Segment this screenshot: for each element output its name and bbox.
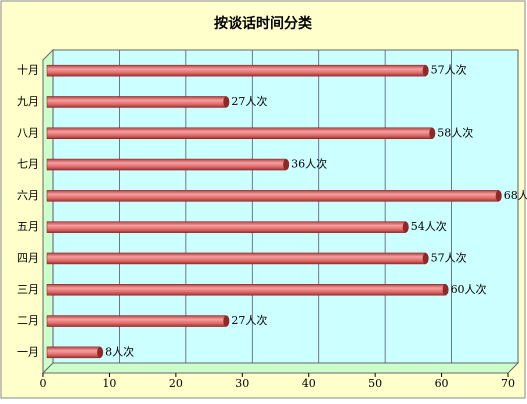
bar [46,346,101,359]
value-label: 68人次 [504,188,527,202]
bar-cap [495,190,502,202]
y-tick-label: 十月 [17,63,39,77]
bar [46,284,446,296]
bar-cap [223,315,230,327]
y-tick-label: 三月 [17,283,39,296]
x-tick-label: 40 [302,377,316,390]
bar-cap [223,96,230,108]
value-label: 54人次 [411,219,447,233]
x-tick-label: 30 [235,377,249,390]
x-tick-label: 0 [40,377,47,390]
bar [46,96,227,108]
y-tick-label: 六月 [17,189,39,202]
bar-cap [283,159,290,171]
x-tick-label: 60 [435,377,449,390]
x-tick-label: 10 [102,377,116,390]
value-label: 27人次 [231,94,267,108]
y-tick-label: 一月 [17,345,39,358]
x-tick-label: 50 [368,377,382,390]
bar [46,190,499,202]
value-label: 57人次 [431,63,467,77]
x-tick-label: 70 [501,377,515,390]
y-tick-label: 八月 [17,126,39,139]
bar-cap [97,346,104,358]
bar [46,158,287,171]
value-label: 8人次 [105,344,134,358]
value-label: 60人次 [451,282,487,296]
y-tick-label: 七月 [17,158,39,171]
value-label: 57人次 [431,250,467,264]
value-label: 36人次 [291,157,327,171]
floor [41,362,520,374]
bar-cap [402,221,409,233]
y-tick-label: 五月 [17,220,39,233]
bar [46,127,433,139]
bar [46,252,426,265]
bar [46,221,406,233]
bar-cap [442,284,449,296]
value-label: 27人次 [231,313,267,327]
y-tick-label: 四月 [17,251,39,264]
y-tick-label: 九月 [17,95,39,108]
y-tick-label: 二月 [17,314,39,327]
bar-cap [429,127,436,139]
bar [46,315,227,327]
value-label: 58人次 [437,125,473,139]
chart-title: 按谈话时间分类 [214,15,313,32]
bar-cap [422,252,429,264]
bar-cap [422,65,429,77]
x-tick-label: 20 [169,377,183,390]
bar [46,64,426,77]
